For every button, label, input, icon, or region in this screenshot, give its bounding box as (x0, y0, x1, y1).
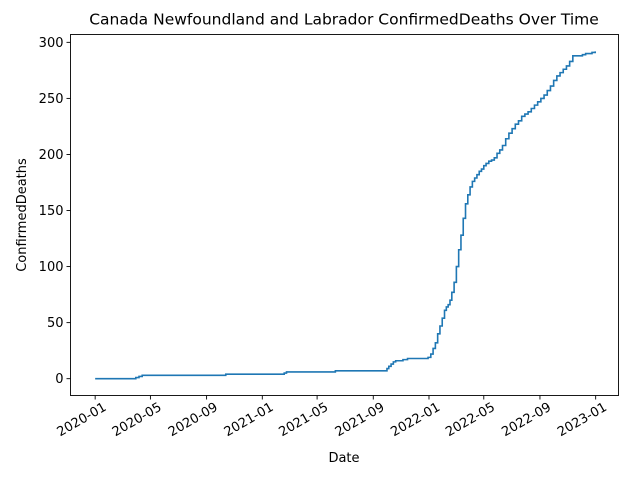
chart-title: Canada Newfoundland and Labrador Confirm… (89, 11, 599, 29)
y-tick-label: 0 (55, 372, 63, 387)
y-tick-label: 100 (39, 260, 64, 275)
y-tick-label: 200 (39, 148, 64, 163)
y-tick-label: 50 (47, 316, 64, 331)
series-line (95, 51, 597, 380)
x-axis-title: Date (328, 451, 359, 466)
y-tick-label: 250 (39, 92, 64, 107)
y-tick-label: 150 (39, 204, 64, 219)
y-axis: 0 50 100 150 200 250 300 (39, 36, 71, 387)
plot-area (95, 51, 597, 380)
y-tick-label: 300 (39, 36, 64, 51)
y-axis-title: ConfirmedDeaths (15, 158, 30, 272)
axes-frame (70, 34, 619, 396)
